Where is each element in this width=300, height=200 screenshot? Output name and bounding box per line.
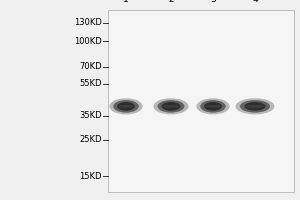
Ellipse shape [117, 102, 135, 111]
Ellipse shape [200, 100, 226, 113]
Text: 1: 1 [123, 0, 129, 4]
Bar [108, 10, 294, 192]
Ellipse shape [196, 98, 230, 114]
Ellipse shape [110, 98, 142, 114]
Ellipse shape [205, 105, 221, 108]
Ellipse shape [161, 102, 180, 111]
Ellipse shape [236, 98, 274, 114]
Text: 2: 2 [168, 0, 174, 4]
Ellipse shape [249, 104, 261, 109]
Text: 25KD: 25KD [80, 135, 102, 144]
Ellipse shape [244, 102, 266, 111]
Ellipse shape [158, 100, 184, 113]
Text: 15KD: 15KD [80, 172, 102, 181]
Ellipse shape [208, 104, 218, 109]
Ellipse shape [113, 100, 139, 113]
Ellipse shape [153, 98, 188, 114]
Ellipse shape [166, 104, 176, 109]
Ellipse shape [121, 104, 131, 109]
Ellipse shape [240, 100, 270, 113]
Text: 70KD: 70KD [80, 62, 102, 71]
Ellipse shape [163, 105, 179, 108]
Text: 55KD: 55KD [80, 79, 102, 88]
Text: 4: 4 [252, 0, 258, 4]
Text: 35KD: 35KD [80, 111, 102, 120]
Text: 3: 3 [210, 0, 216, 4]
Ellipse shape [204, 102, 222, 111]
Ellipse shape [118, 105, 134, 108]
Text: 100KD: 100KD [74, 37, 102, 46]
Ellipse shape [246, 105, 264, 108]
Text: 130KD: 130KD [74, 18, 102, 27]
